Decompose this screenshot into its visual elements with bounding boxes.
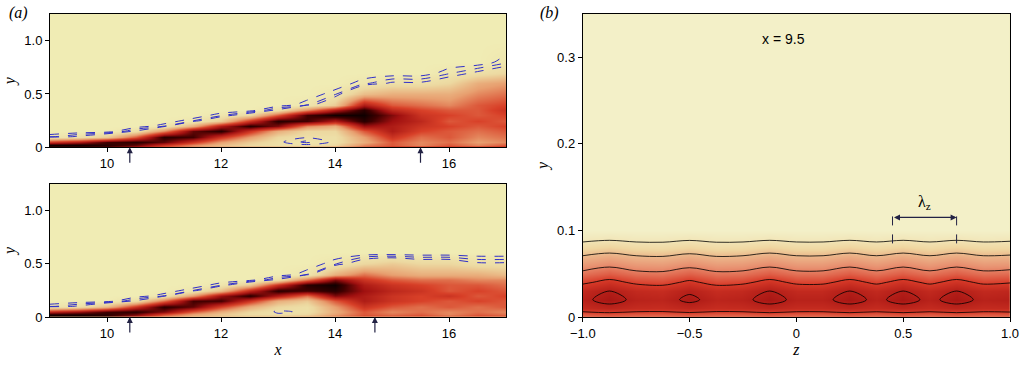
svg-text:1.0: 1.0 [24, 33, 42, 48]
svg-text:−1.0: −1.0 [570, 326, 596, 341]
svg-text:0: 0 [35, 310, 42, 325]
svg-text:x = 9.5: x = 9.5 [762, 31, 805, 47]
svg-text:1.0: 1.0 [24, 203, 42, 218]
svg-text:y: y [1, 76, 19, 86]
svg-text:0: 0 [793, 326, 800, 341]
svg-text:0.5: 0.5 [24, 87, 42, 102]
svg-text:14: 14 [328, 326, 342, 341]
svg-text:y: y [534, 161, 552, 171]
svg-text:λ​z​: λ​z​ [918, 193, 931, 212]
svg-text:0.5: 0.5 [24, 256, 42, 271]
svg-text:10: 10 [100, 156, 114, 171]
svg-text:0.5: 0.5 [894, 326, 912, 341]
svg-text:12: 12 [214, 326, 228, 341]
svg-text:y: y [1, 246, 19, 256]
svg-text:16: 16 [442, 156, 456, 171]
svg-text:(a): (a) [9, 4, 28, 22]
svg-text:0.3: 0.3 [557, 50, 575, 65]
svg-text:10: 10 [100, 326, 114, 341]
svg-text:z: z [792, 341, 800, 358]
svg-text:x: x [273, 341, 281, 358]
svg-text:1.0: 1.0 [1001, 326, 1019, 341]
svg-text:16: 16 [442, 326, 456, 341]
svg-text:0: 0 [35, 140, 42, 155]
svg-text:−0.5: −0.5 [677, 326, 703, 341]
svg-text:(b): (b) [540, 4, 559, 22]
svg-text:12: 12 [214, 156, 228, 171]
svg-text:14: 14 [328, 156, 342, 171]
svg-text:0.1: 0.1 [557, 223, 575, 238]
svg-text:0: 0 [568, 310, 575, 325]
svg-text:0.2: 0.2 [557, 136, 575, 151]
